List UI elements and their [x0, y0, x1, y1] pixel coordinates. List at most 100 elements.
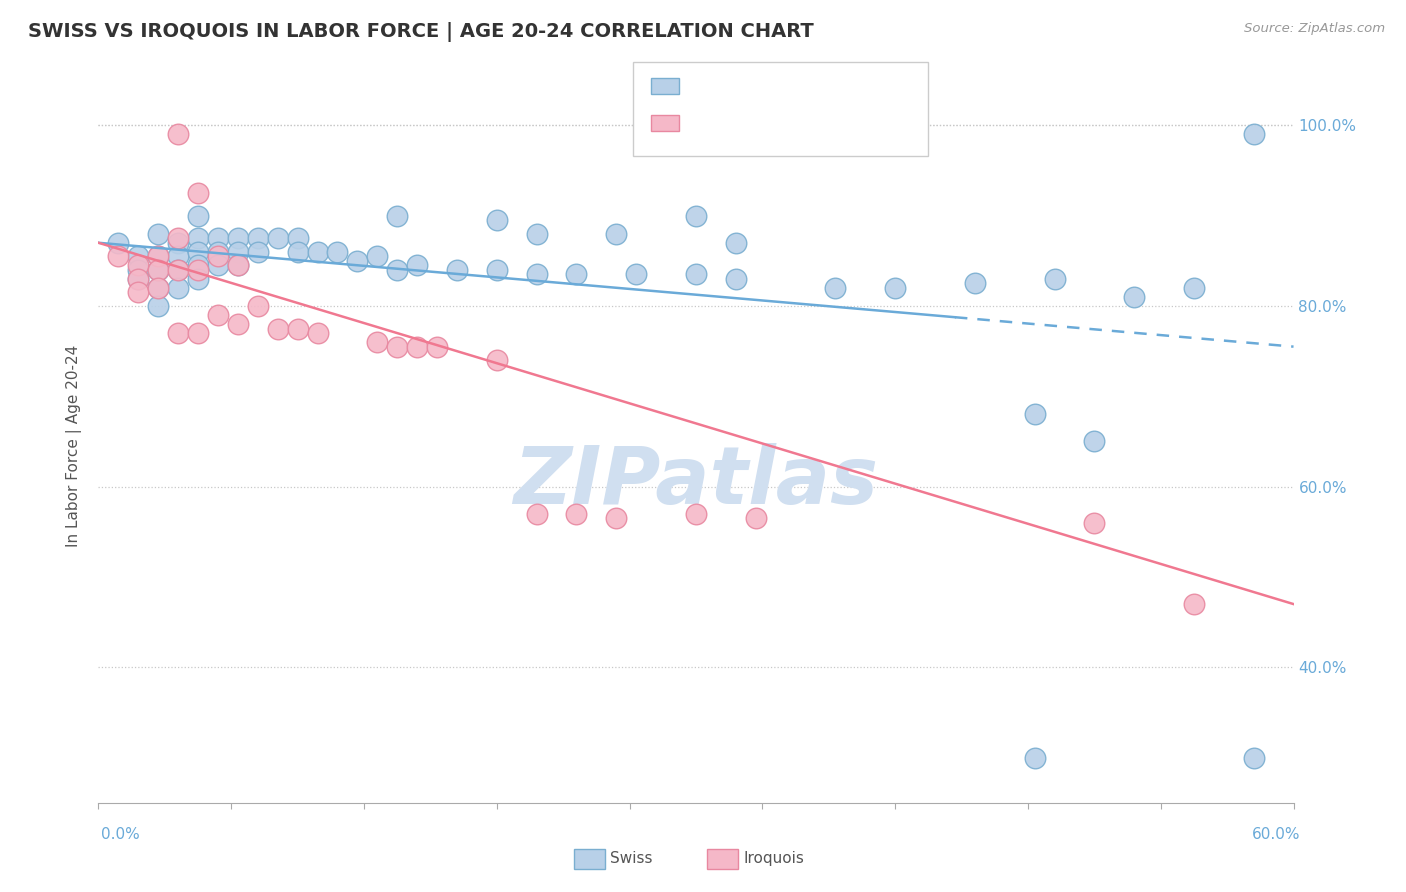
Point [287, 321, 309, 335]
Point [406, 340, 429, 354]
Point [187, 258, 209, 272]
Point [148, 249, 170, 263]
Point [226, 258, 249, 272]
Point [187, 186, 209, 200]
Point [267, 231, 290, 245]
Point [287, 231, 309, 245]
Point [167, 128, 190, 142]
Point [187, 231, 209, 245]
Point [187, 209, 209, 223]
Point [307, 326, 329, 340]
Point [565, 268, 588, 282]
Point [485, 353, 508, 368]
Point [148, 263, 170, 277]
Point [1083, 516, 1105, 530]
Point [307, 244, 329, 259]
Point [187, 326, 209, 340]
Point [1243, 750, 1265, 764]
Point [963, 277, 986, 291]
Point [187, 263, 209, 277]
Point [426, 340, 449, 354]
Point [385, 263, 409, 277]
Text: SWISS VS IROQUOIS IN LABOR FORCE | AGE 20-24 CORRELATION CHART: SWISS VS IROQUOIS IN LABOR FORCE | AGE 2… [28, 22, 814, 42]
Point [1024, 750, 1046, 764]
Point [485, 213, 508, 227]
Point [485, 263, 508, 277]
Point [267, 321, 290, 335]
Point [605, 227, 627, 241]
Point [207, 244, 229, 259]
Text: 60.0%: 60.0% [1253, 827, 1301, 841]
Point [1182, 281, 1205, 295]
Point [148, 249, 170, 263]
Point [127, 272, 149, 286]
Point [167, 263, 190, 277]
Point [226, 317, 249, 331]
Point [207, 258, 229, 272]
Point [685, 209, 707, 223]
Point [148, 263, 170, 277]
Point [824, 281, 846, 295]
Text: Swiss: Swiss [610, 851, 652, 865]
Point [1083, 434, 1105, 449]
Point [1182, 597, 1205, 611]
Point [127, 272, 149, 286]
Point [167, 281, 190, 295]
Point [1043, 272, 1066, 286]
Point [127, 249, 149, 263]
Point [526, 507, 548, 521]
Point [745, 511, 768, 525]
Point [1024, 408, 1046, 422]
Point [526, 227, 548, 241]
Point [246, 244, 269, 259]
Text: Iroquois: Iroquois [744, 851, 804, 865]
Point [167, 231, 190, 245]
Point [366, 335, 388, 350]
Point [1243, 128, 1265, 142]
Point [605, 511, 627, 525]
Point [226, 231, 249, 245]
Point [406, 258, 429, 272]
Text: R = -0.385   N = 35: R = -0.385 N = 35 [688, 116, 859, 130]
Point [346, 253, 368, 268]
Point [724, 272, 747, 286]
Point [148, 263, 170, 277]
Point [148, 281, 170, 295]
Point [187, 272, 209, 286]
Point [226, 244, 249, 259]
Point [107, 235, 129, 250]
Point [626, 268, 648, 282]
Point [385, 340, 409, 354]
Point [148, 299, 170, 313]
Point [167, 235, 190, 250]
Point [385, 209, 409, 223]
Text: ZIPatlas: ZIPatlas [513, 442, 879, 521]
Point [287, 244, 309, 259]
Point [246, 299, 269, 313]
Point [207, 231, 229, 245]
Point [685, 268, 707, 282]
Point [884, 281, 907, 295]
Point [167, 249, 190, 263]
Text: R = -0.091   N = 60: R = -0.091 N = 60 [688, 78, 859, 93]
Point [724, 235, 747, 250]
Point [107, 249, 129, 263]
Point [127, 285, 149, 300]
Point [187, 244, 209, 259]
Point [148, 227, 170, 241]
Point [446, 263, 468, 277]
Text: 0.0%: 0.0% [101, 827, 141, 841]
Point [366, 249, 388, 263]
Point [526, 268, 548, 282]
Point [207, 308, 229, 322]
Text: Source: ZipAtlas.com: Source: ZipAtlas.com [1244, 22, 1385, 36]
Point [326, 244, 349, 259]
Point [246, 231, 269, 245]
Point [167, 263, 190, 277]
Point [127, 258, 149, 272]
Point [1123, 290, 1146, 304]
Point [207, 249, 229, 263]
Point [167, 326, 190, 340]
Point [226, 258, 249, 272]
Y-axis label: In Labor Force | Age 20-24: In Labor Force | Age 20-24 [66, 345, 83, 547]
